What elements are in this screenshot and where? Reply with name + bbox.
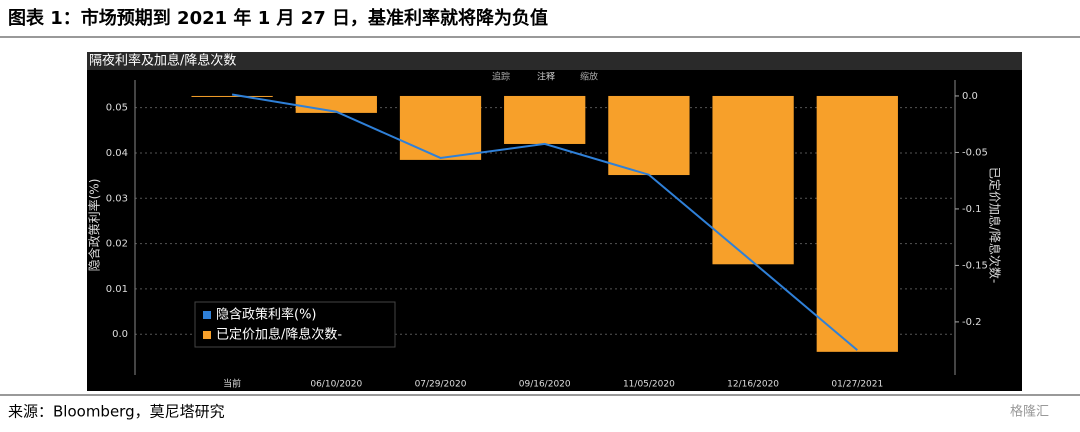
- line: [231, 93, 858, 351]
- legend-label: 已定价加息/降息次数-: [216, 327, 342, 343]
- x-tick-label: 06/10/2020: [310, 380, 362, 390]
- y2-tick-label: -0.15: [962, 260, 988, 271]
- source-note: 来源：Bloomberg，莫尼塔研究: [8, 403, 225, 421]
- y2-tick-label: 0.0: [962, 91, 978, 102]
- legend-label: 隐含政策利率(%): [216, 307, 317, 323]
- bar: [191, 95, 273, 97]
- y-tick-label: 0.0: [112, 329, 128, 340]
- page-title: 图表 1：市场预期到 2021 年 1 月 27 日，基准利率就将降为负值: [8, 7, 548, 29]
- y2-tick-label: -0.2: [962, 317, 982, 328]
- x-tick-label: 当前: [223, 378, 241, 390]
- toolbar-item[interactable]: 追踪: [492, 71, 510, 83]
- y-tick-label: 0.05: [106, 103, 128, 114]
- toolbar-item[interactable]: 注释: [537, 71, 555, 83]
- bar: [399, 95, 482, 160]
- x-tick-label: 12/16/2020: [727, 380, 779, 390]
- chart-header: [87, 52, 1022, 70]
- y-tick-label: 0.02: [106, 239, 128, 250]
- x-tick-label: 11/05/2020: [623, 380, 675, 390]
- toolbar-item[interactable]: 缩放: [580, 71, 598, 83]
- chart-title: 隔夜利率及加息/降息次数: [89, 53, 236, 69]
- y-tick-label: 0.01: [106, 284, 128, 295]
- x-tick-label: 09/16/2020: [519, 380, 571, 390]
- y-axis-label: 隐含政策利率(%): [87, 179, 102, 272]
- bar: [816, 95, 898, 352]
- bar: [712, 95, 794, 265]
- legend-box: [194, 301, 396, 348]
- legend-swatch: [203, 311, 211, 319]
- y2-axis-label: 已定价加息/降息次数-: [988, 167, 1003, 283]
- y2-tick-label: -0.05: [962, 147, 988, 158]
- bar: [504, 95, 586, 144]
- watermark: 格隆汇: [1010, 404, 1049, 420]
- legend-swatch: [203, 331, 211, 339]
- bar: [295, 95, 377, 113]
- y-tick-label: 0.04: [106, 148, 128, 159]
- y-tick-label: 0.03: [106, 193, 128, 204]
- x-tick-label: 01/27/2021: [831, 380, 883, 390]
- y2-tick-label: -0.1: [962, 204, 982, 215]
- bar: [608, 95, 690, 176]
- x-tick-label: 07/29/2020: [415, 380, 467, 390]
